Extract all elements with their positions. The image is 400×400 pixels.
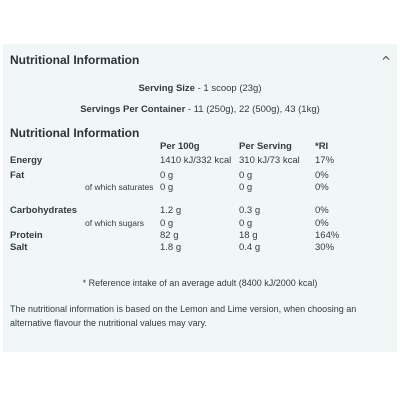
chevron-up-icon[interactable] [381, 53, 391, 63]
row-value-serving: 0 g [239, 218, 253, 229]
panel-title: Nutritional Information [10, 53, 140, 67]
row-value-serving: 18 g [239, 230, 258, 241]
servings-per-container-label: Servings Per Container [80, 104, 186, 115]
servings-per-container-value: - 11 (250g), 22 (500g), 43 (1kg) [185, 104, 320, 115]
row-value-ri: 0% [315, 170, 329, 181]
row-value-ri: 17% [315, 155, 335, 166]
row-label: of which sugars [85, 218, 145, 228]
nutrition-panel: Nutritional Information Serving Size - 1… [3, 44, 397, 352]
serving-size: Serving Size - 1 scoop (23g) [3, 83, 397, 94]
row-label: Salt [10, 242, 28, 253]
row-value-ri: 0% [315, 218, 329, 229]
column-header-per-serving: Per Serving [239, 141, 292, 152]
row-value-serving: 0.4 g [239, 242, 261, 253]
row-label: of which saturates [85, 182, 154, 192]
row-value-per100: 0 g [160, 182, 174, 193]
column-header-ri: *RI [315, 141, 329, 152]
row-value-serving: 310 kJ/73 kcal [239, 155, 300, 166]
row-value-serving: 0.3 g [239, 205, 261, 216]
reference-intake-footnote: * Reference intake of an average adult (… [82, 278, 318, 288]
row-label: Energy [10, 155, 43, 166]
serving-size-label: Serving Size [138, 83, 195, 94]
serving-size-value: - 1 scoop (23g) [194, 83, 262, 94]
row-value-per100: 0 g [160, 218, 174, 229]
row-value-ri: 30% [315, 242, 335, 253]
row-value-serving: 0 g [239, 170, 253, 181]
row-value-ri: 164% [315, 230, 340, 241]
table-title: Nutritional Information [10, 126, 140, 140]
row-value-per100: 1.2 g [160, 205, 182, 216]
row-value-per100: 1.8 g [160, 242, 182, 253]
column-header-per-100g: Per 100g [160, 141, 200, 152]
row-value-per100: 0 g [160, 170, 174, 181]
accordion-header[interactable]: Nutritional Information [3, 44, 397, 74]
flavour-note: The nutritional information is based on … [10, 304, 357, 328]
row-label: Carbohydrates [10, 205, 78, 216]
row-label: Protein [10, 230, 43, 241]
row-value-serving: 0 g [239, 182, 253, 193]
row-value-ri: 0% [315, 205, 329, 216]
row-value-per100: 82 g [160, 230, 179, 241]
row-value-per100: 1410 kJ/332 kcal [160, 155, 232, 166]
row-label: Fat [10, 170, 25, 181]
row-value-ri: 0% [315, 182, 329, 193]
servings-per-container: Servings Per Container - 11 (250g), 22 (… [3, 104, 397, 115]
